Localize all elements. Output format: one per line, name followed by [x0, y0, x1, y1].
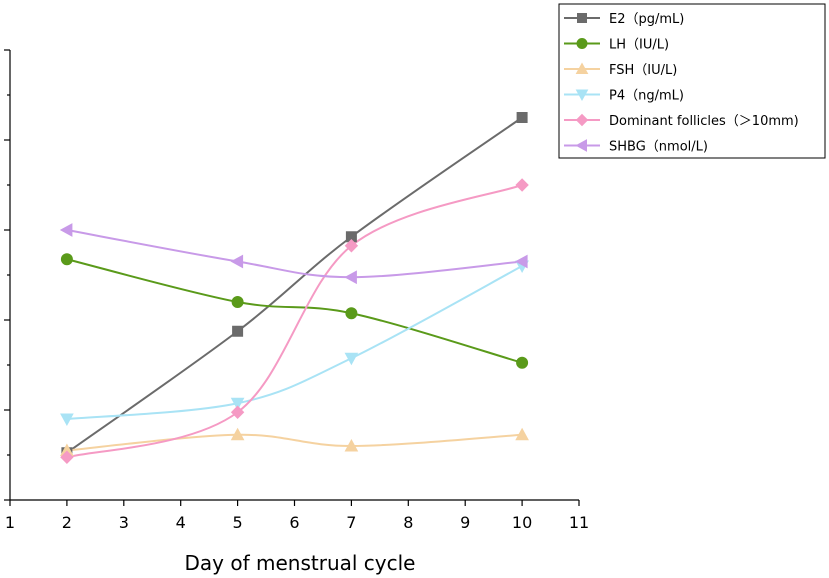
x-ticks: 1 2 3 4 5 6 7 8 9 10 11	[5, 500, 589, 532]
x-tick-label: 8	[403, 513, 413, 532]
axes: 1 2 3 4 5 6 7 8 9 10 11 Day of menstrual cycle	[4, 49, 589, 575]
legend-marker	[576, 38, 588, 49]
legend-marker	[575, 139, 587, 152]
x-tick-label: 6	[289, 513, 299, 532]
legend-marker	[575, 113, 589, 127]
series-line	[66, 265, 523, 420]
legend-marker	[575, 62, 589, 74]
x-tick-label: 5	[233, 513, 243, 532]
x-tick-label: 11	[569, 513, 589, 532]
x-tick-label: 2	[62, 513, 72, 532]
series-line	[66, 258, 523, 364]
legend-marker	[577, 13, 587, 23]
series-line	[66, 229, 523, 279]
data-point	[231, 296, 244, 308]
data-point	[345, 307, 358, 320]
data-point	[230, 254, 244, 269]
data-point	[230, 405, 245, 419]
series-line	[66, 184, 523, 459]
data-point	[59, 223, 73, 237]
y-ticks	[4, 49, 10, 501]
x-tick-label: 10	[512, 513, 532, 532]
data-point	[344, 270, 357, 285]
x-tick-label: 1	[5, 513, 15, 532]
data-point	[515, 254, 528, 269]
x-axis-title: Day of menstrual cycle	[185, 551, 416, 575]
data-point	[516, 356, 529, 369]
data-point	[344, 438, 359, 452]
x-tick-label: 7	[346, 513, 356, 532]
legend-label: Dominant follicles（＞10mm)	[609, 114, 799, 129]
legend-box	[558, 3, 826, 159]
data-point	[60, 413, 74, 427]
x-tick-label: 3	[119, 513, 129, 532]
data-point	[230, 427, 245, 441]
legend-label: SHBG（nmol/L)	[609, 140, 708, 155]
data-point	[60, 450, 74, 464]
legend-marker	[575, 89, 589, 102]
data-point	[60, 253, 73, 266]
legend-label: LH（IU/L)	[609, 38, 669, 53]
legend: E2（pg/mL) LH（IU/L) FSH（IU/L) P4（ng/mL) Domin…	[558, 3, 826, 159]
legend-label: FSH（IU/L)	[609, 63, 677, 78]
legend-label: P4（ng/mL)	[609, 89, 684, 104]
data-point	[232, 325, 244, 337]
series-line	[66, 116, 523, 454]
data-point	[515, 178, 529, 192]
data-point	[516, 112, 528, 123]
data-point	[230, 397, 245, 411]
series-line	[66, 433, 523, 452]
data-point	[344, 352, 359, 366]
x-tick-label: 9	[460, 513, 470, 532]
series-markers	[59, 112, 529, 464]
series-lines	[66, 116, 523, 459]
legend-label: E2（pg/mL)	[609, 12, 684, 27]
data-point	[344, 239, 359, 253]
x-tick-label: 4	[176, 513, 186, 532]
data-point	[515, 427, 529, 441]
legend-items: E2（pg/mL) LH（IU/L) FSH（IU/L) P4（ng/mL) Domin…	[564, 12, 799, 155]
